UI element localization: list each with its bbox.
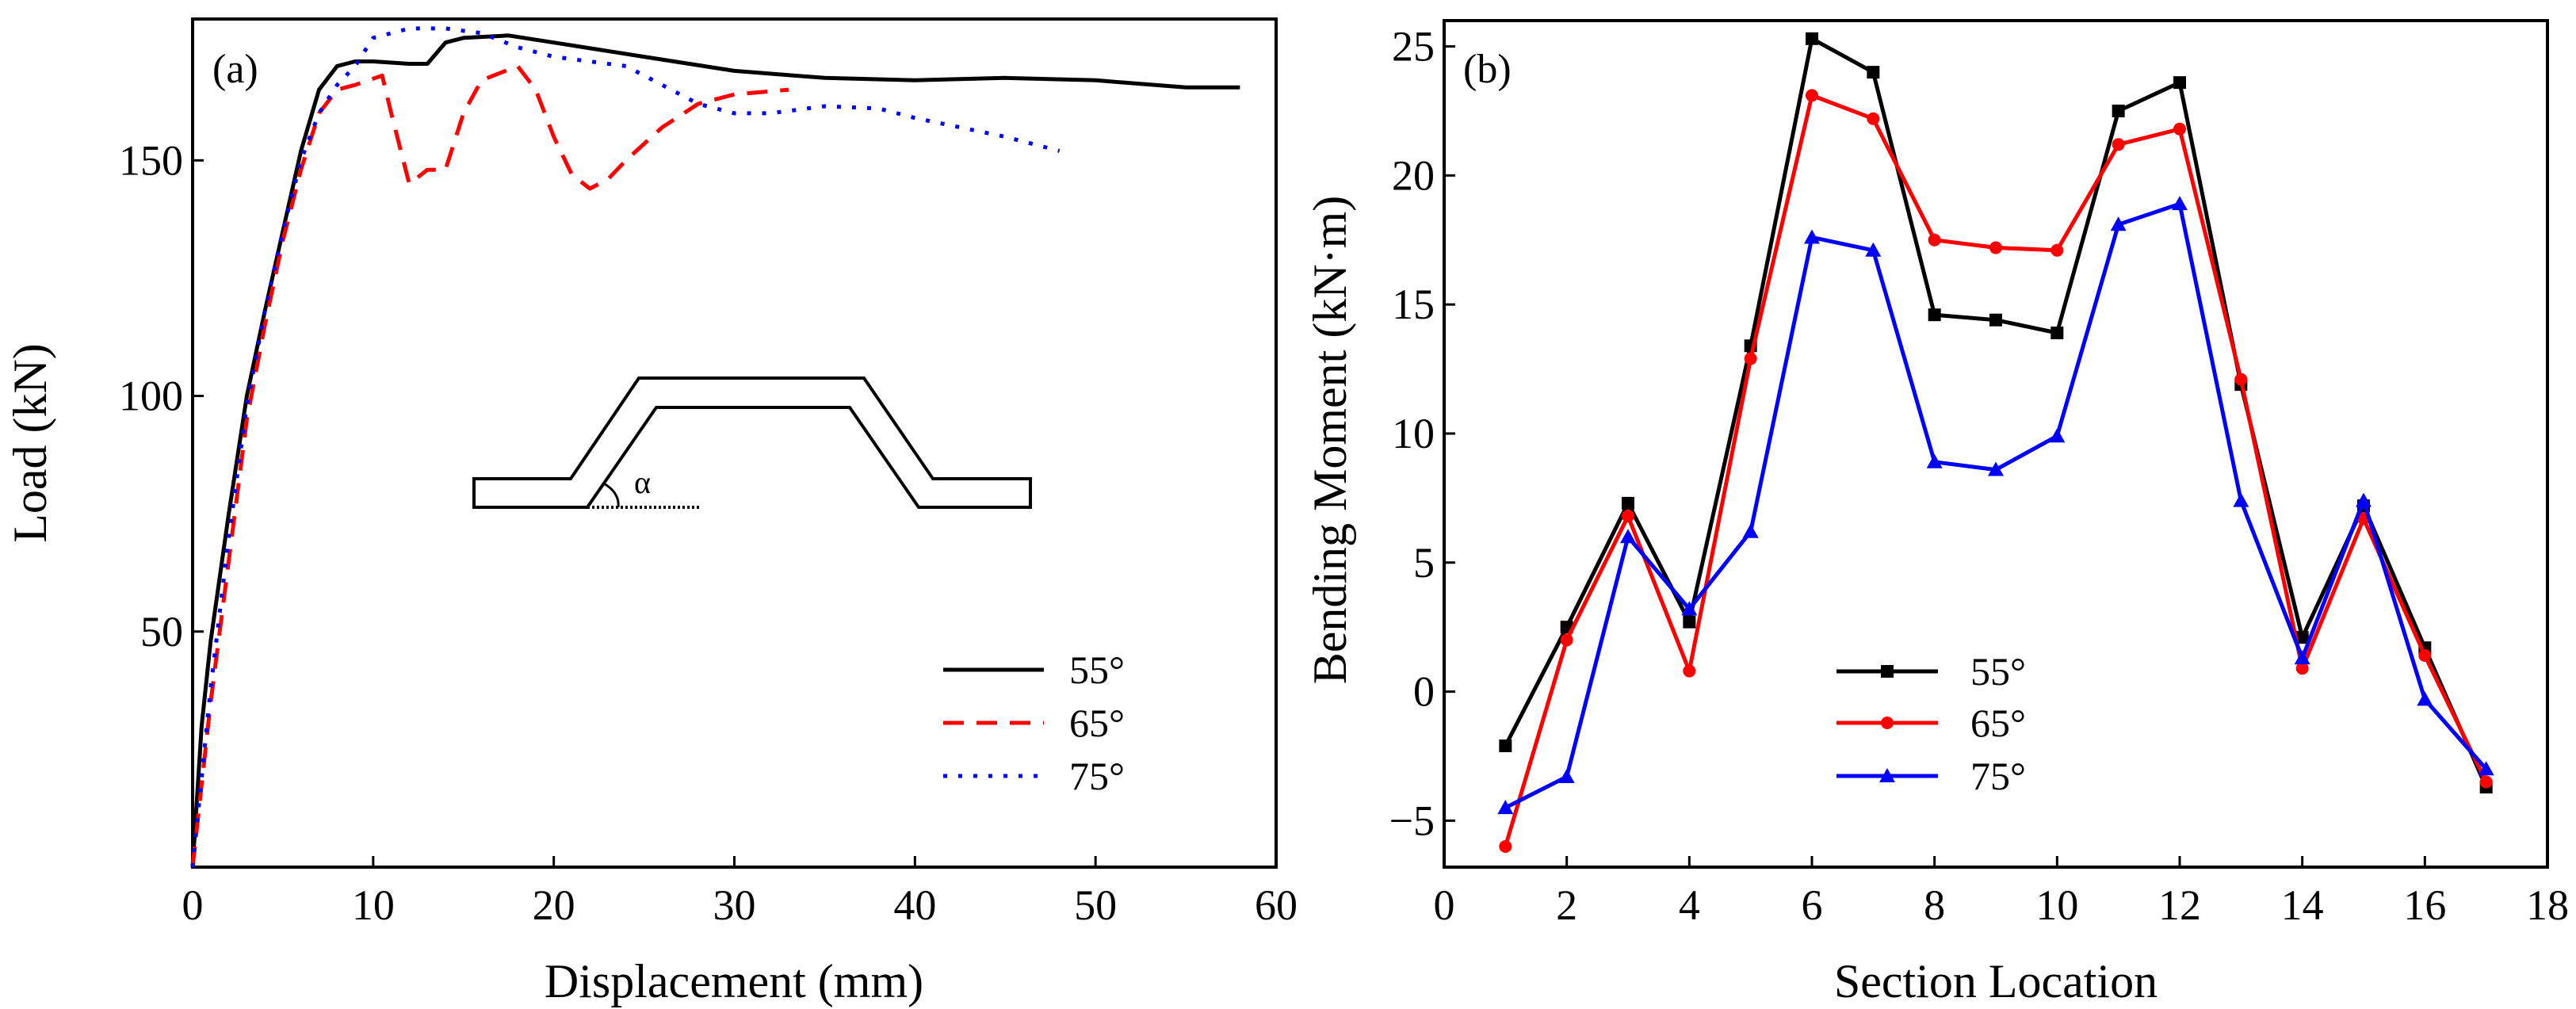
y-axis-title-a: Load (kN) bbox=[4, 343, 56, 543]
marker-circle bbox=[1622, 510, 1634, 523]
marker-square bbox=[1881, 665, 1894, 678]
panel-label-b: (b) bbox=[1463, 47, 1512, 92]
marker-square bbox=[1683, 615, 1696, 629]
x-tick-label: 0 bbox=[1434, 881, 1455, 929]
marker-circle bbox=[1806, 89, 1818, 102]
x-tick-label: 30 bbox=[713, 881, 756, 929]
y-tick-label: 150 bbox=[119, 136, 183, 184]
marker-circle bbox=[1744, 352, 1757, 365]
marker-circle bbox=[2479, 775, 2493, 789]
series-line-55deg bbox=[190, 33, 1240, 868]
marker-triangle bbox=[1988, 461, 2004, 476]
marker-square bbox=[1806, 32, 1818, 45]
marker-square bbox=[2112, 104, 2125, 117]
marker-triangle bbox=[1681, 601, 1698, 616]
marker-circle bbox=[1928, 233, 1941, 247]
x-tick-label: 12 bbox=[2158, 881, 2201, 929]
x-tick-label: 0 bbox=[182, 881, 204, 929]
series-line-75deg bbox=[190, 26, 1061, 868]
x-tick-label: 50 bbox=[1074, 881, 1117, 929]
marker-circle bbox=[1989, 241, 2002, 254]
legend-label: 75° bbox=[1069, 754, 1125, 798]
marker-circle bbox=[1881, 717, 1894, 729]
marker-triangle bbox=[1879, 768, 1895, 782]
y-tick-label: 5 bbox=[1413, 539, 1435, 587]
marker-triangle bbox=[1865, 242, 1882, 257]
x-axis-title-a: Displacement (mm) bbox=[545, 955, 923, 1007]
marker-square bbox=[1989, 313, 2002, 327]
marker-triangle bbox=[2049, 428, 2066, 443]
marker-square bbox=[1928, 308, 1941, 322]
x-axis-title-b: Section Location bbox=[1834, 955, 2157, 1007]
x-tick-label: 20 bbox=[533, 881, 575, 929]
series-line-65deg bbox=[190, 63, 789, 868]
marker-circle bbox=[1560, 633, 1573, 647]
marker-triangle bbox=[2417, 691, 2433, 706]
marker-circle bbox=[1499, 839, 1512, 853]
legend-label: 75° bbox=[1970, 754, 2026, 798]
panel-b-bending-moment: (b) Section Location Bending Moment (kN·… bbox=[1304, 19, 2569, 1007]
x-tick-label: 14 bbox=[2281, 881, 2324, 929]
legend-label: 65° bbox=[1970, 701, 2026, 745]
marker-circle bbox=[2173, 122, 2186, 136]
y-axis-title-b: Bending Moment (kN·m) bbox=[1304, 196, 1356, 685]
marker-triangle bbox=[2172, 196, 2188, 211]
x-tick-label: 10 bbox=[352, 881, 395, 929]
x-tick-label: 18 bbox=[2526, 881, 2569, 929]
marker-circle bbox=[2418, 649, 2432, 662]
x-tick-label: 8 bbox=[1924, 881, 1945, 929]
panel-a-load-displacement: (a) Displacement (mm) Load (kN) α 0 10 20 3… bbox=[4, 17, 1298, 1007]
marker-triangle bbox=[1804, 229, 1820, 244]
y-tick-label: 20 bbox=[1392, 151, 1435, 199]
marker-square bbox=[2050, 326, 2064, 339]
x-tick-label: 16 bbox=[2403, 881, 2446, 929]
angle-label: α bbox=[634, 464, 651, 500]
marker-circle bbox=[2112, 138, 2125, 151]
y-tick-label: 15 bbox=[1392, 281, 1435, 328]
x-tick-label: 10 bbox=[2035, 881, 2078, 929]
y-tick-label: 25 bbox=[1392, 23, 1435, 71]
legend-label: 55° bbox=[1069, 648, 1125, 692]
marker-circle bbox=[2234, 373, 2248, 386]
x-tick-label: 60 bbox=[1255, 881, 1298, 929]
marker-triangle bbox=[2233, 492, 2249, 507]
marker-triangle bbox=[2478, 761, 2494, 776]
panel-label-a: (a) bbox=[212, 47, 258, 92]
y-tick-label: 10 bbox=[1392, 410, 1435, 457]
marker-square bbox=[2173, 76, 2186, 90]
marker-circle bbox=[2295, 662, 2309, 675]
legend-label: 65° bbox=[1069, 701, 1125, 745]
x-tick-label: 4 bbox=[1679, 881, 1700, 929]
y-tick-label: −5 bbox=[1389, 797, 1435, 844]
marker-triangle bbox=[1558, 769, 1575, 784]
y-tick-label: 0 bbox=[1413, 668, 1435, 716]
marker-triangle bbox=[1926, 453, 1943, 468]
y-tick-label: 50 bbox=[140, 608, 183, 655]
angle-arc bbox=[603, 482, 620, 508]
legend-label: 55° bbox=[1970, 649, 2026, 694]
marker-circle bbox=[1867, 112, 1880, 125]
marker-circle bbox=[1683, 664, 1696, 678]
hat-section-outline bbox=[472, 376, 1032, 509]
marker-triangle bbox=[1620, 529, 1636, 544]
y-tick-label: 100 bbox=[119, 373, 183, 420]
marker-triangle bbox=[1497, 800, 1514, 815]
marker-circle bbox=[2050, 243, 2064, 257]
marker-square bbox=[1867, 66, 1880, 79]
marker-square bbox=[1622, 496, 1634, 510]
marker-triangle bbox=[2294, 650, 2310, 665]
plot-frame-b bbox=[1443, 19, 2549, 869]
marker-square bbox=[1499, 739, 1512, 752]
hat-section-inset: α bbox=[472, 376, 1032, 509]
marker-square bbox=[2295, 631, 2309, 644]
x-tick-label: 2 bbox=[1556, 881, 1577, 929]
x-tick-label: 40 bbox=[893, 881, 936, 929]
x-tick-label: 6 bbox=[1802, 881, 1823, 929]
marker-triangle bbox=[2356, 492, 2372, 507]
marker-triangle bbox=[2110, 216, 2127, 231]
marker-triangle bbox=[1742, 523, 1759, 538]
